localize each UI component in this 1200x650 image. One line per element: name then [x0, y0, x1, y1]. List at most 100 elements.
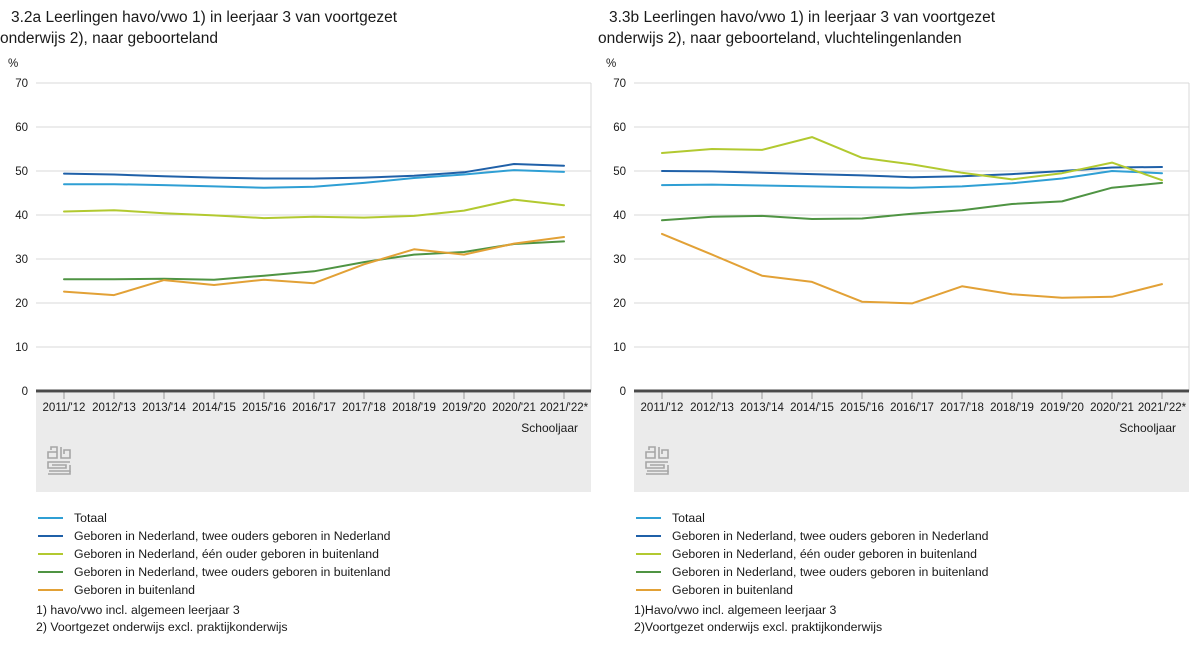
chart-svg: 0 10 20 30 40 50 60 70% 2011/'12 2012/'13 2013/'14… — [606, 58, 1190, 492]
x-tick-label: 2020/'21 — [492, 402, 536, 414]
y-tick-label: 0 — [620, 386, 626, 398]
y-tick-label: 40 — [613, 210, 626, 222]
y-tick-label: 60 — [613, 122, 626, 134]
x-tick-label: 2012/'13 — [690, 402, 734, 414]
legend-label: Totaal — [74, 511, 107, 525]
y-tick-label: 50 — [613, 166, 626, 178]
y-tick-label: 10 — [613, 342, 626, 354]
legend-item: Geboren in Nederland, twee ouders gebore… — [38, 527, 391, 545]
legend-swatch-icon — [636, 571, 661, 573]
chart-title-line1: 3.3b Leerlingen havo/vwo 1) in leerjaar … — [609, 9, 996, 26]
legend-swatch-icon — [636, 589, 661, 591]
y-tick-label: 20 — [15, 298, 28, 310]
x-tick-label: 2013/'14 — [740, 402, 784, 414]
x-axis-band — [36, 393, 591, 492]
chart-panel-3-3b: 3.3b Leerlingen havo/vwo 1) in leerjaar … — [598, 0, 1198, 650]
legend-swatch-icon — [636, 535, 661, 537]
legend-item: Geboren in buitenland — [38, 581, 391, 599]
legend-label: Geboren in Nederland, één ouder geboren … — [672, 547, 977, 561]
legend-item: Geboren in Nederland, twee ouders gebore… — [636, 527, 989, 545]
legend-item: Totaal — [38, 509, 391, 527]
series-line-geboren-in-buitenland — [661, 232, 1163, 305]
x-axis-band — [634, 393, 1189, 492]
legend-item: Geboren in buitenland — [636, 581, 989, 599]
legend-swatch-icon — [38, 571, 63, 573]
chart-title-3-2a: 3.2a Leerlingen havo/vwo 1) in leerjaar … — [0, 7, 397, 49]
legend-swatch-icon — [636, 517, 661, 519]
x-tick-label: 2016/'17 — [292, 402, 336, 414]
series-line-geboren-in-buitenland — [63, 236, 565, 297]
cbs-logo-icon — [645, 446, 669, 475]
footnote-2: 2) Voortgezet onderwijs excl. praktijkon… — [36, 619, 288, 634]
line-chart-3-2a: 0 10 20 30 40 50 60 70% 2011/'12 2012/'13 2013/'14… — [0, 55, 596, 500]
y-tick-label: 70 — [613, 78, 626, 90]
y-axis-unit-label: % — [606, 58, 616, 70]
y-tick-label: 40 — [15, 210, 28, 222]
legend-swatch-icon — [38, 535, 63, 537]
footnote-1: 1)Havo/vwo incl. algemeen leerjaar 3 — [634, 603, 837, 617]
legend-item: Geboren in Nederland, één ouder geboren … — [38, 545, 391, 563]
x-tick-label: 2017/'18 — [940, 402, 984, 414]
legend-label: Geboren in buitenland — [74, 583, 196, 597]
y-tick-label: 60 — [15, 122, 28, 134]
x-tick-label: 2016/'17 — [890, 402, 934, 414]
series-line-geboren-in-nederland-twee-ouders-geboren-in-buitenland — [661, 181, 1163, 222]
legend-swatch-icon — [38, 517, 63, 519]
x-tick-label: 2019/'20 — [442, 402, 486, 414]
x-tick-label: 2020/'21 — [1090, 402, 1134, 414]
x-tick-label: 2011/'12 — [43, 402, 86, 414]
chart-svg: 0 10 20 30 40 50 60 70% 2011/'12 2012/'13 2013/'14… — [8, 58, 592, 492]
footnote-1: 1) havo/vwo incl. algemeen leerjaar 3 — [36, 603, 240, 617]
x-tick-label: 2015/'16 — [242, 402, 286, 414]
legend-swatch-icon — [38, 589, 63, 591]
legend-3-2a: Totaal Geboren in Nederland, twee ouders … — [38, 509, 391, 599]
legend-swatch-icon — [636, 553, 661, 555]
legend-label: Geboren in Nederland, twee ouders gebore… — [74, 565, 391, 579]
y-axis-unit-label: % — [8, 58, 18, 70]
legend-item: Totaal — [636, 509, 989, 527]
series-line-geboren-in-nederland-n-ouder-geboren-in-buitenland — [63, 198, 565, 220]
x-tick-label: 2015/'16 — [840, 402, 884, 414]
legend-label: Geboren in Nederland, twee ouders gebore… — [74, 529, 391, 543]
legend-item: Geboren in Nederland, twee ouders gebore… — [38, 563, 391, 581]
legend-label: Geboren in Nederland, één ouder geboren … — [74, 547, 379, 561]
y-tick-label: 10 — [15, 342, 28, 354]
x-tick-label: 2018/'19 — [990, 402, 1034, 414]
chart-title-line2: onderwijs 2), naar geboorteland, vluchte… — [598, 30, 962, 47]
chart-panel-3-2a: 3.2a Leerlingen havo/vwo 1) in leerjaar … — [0, 7, 596, 635]
chart-title-line1: 3.2a Leerlingen havo/vwo 1) in leerjaar … — [11, 9, 398, 26]
chart-title-line2: onderwijs 2), naar geboorteland — [0, 30, 218, 47]
x-axis-title: Schooljaar — [521, 421, 578, 435]
legend-swatch-icon — [38, 553, 63, 555]
x-tick-label: 2021/'22* — [540, 402, 589, 414]
x-tick-label: 2014/'15 — [790, 402, 834, 414]
y-tick-label: 0 — [22, 386, 28, 398]
line-chart-3-3b: 0 10 20 30 40 50 60 70% 2011/'12 2012/'13 2013/'14… — [598, 55, 1194, 500]
y-tick-label: 50 — [15, 166, 28, 178]
y-tick-label: 30 — [15, 254, 28, 266]
chart-title-3-3b: 3.3b Leerlingen havo/vwo 1) in leerjaar … — [598, 7, 995, 49]
footnotes-3-3b: 1)Havo/vwo incl. algemeen leerjaar 3 2)V… — [634, 602, 882, 635]
y-tick-label: 30 — [613, 254, 626, 266]
legend-label: Geboren in buitenland — [672, 583, 794, 597]
footnote-2: 2)Voortgezet onderwijs excl. praktijkond… — [634, 619, 883, 634]
y-tick-label: 70 — [15, 78, 28, 90]
x-tick-label: 2014/'15 — [192, 402, 236, 414]
x-tick-label: 2019/'20 — [1040, 402, 1084, 414]
x-tick-label: 2011/'12 — [641, 402, 684, 414]
x-axis-title: Schooljaar — [1119, 421, 1176, 435]
series-line-totaal — [63, 169, 565, 189]
legend-item: Geboren in Nederland, twee ouders gebore… — [636, 563, 989, 581]
legend-label: Totaal — [672, 511, 705, 525]
series-line-totaal — [661, 170, 1163, 189]
x-tick-label: 2021/'22* — [1138, 402, 1187, 414]
series-line-geboren-in-nederland-twee-ouders-geboren-in-nederland — [63, 163, 565, 180]
legend-item: Geboren in Nederland, één ouder geboren … — [636, 545, 989, 563]
y-tick-label: 20 — [613, 298, 626, 310]
cbs-logo-icon — [47, 446, 71, 475]
x-tick-label: 2012/'13 — [92, 402, 136, 414]
footnotes-3-2a: 1) havo/vwo incl. algemeen leerjaar 3 2)… — [36, 602, 288, 635]
series-line-geboren-in-nederland-twee-ouders-geboren-in-buitenland — [63, 240, 565, 281]
x-tick-label: 2018/'19 — [392, 402, 436, 414]
legend-3-3b: Totaal Geboren in Nederland, twee ouders … — [636, 509, 989, 599]
